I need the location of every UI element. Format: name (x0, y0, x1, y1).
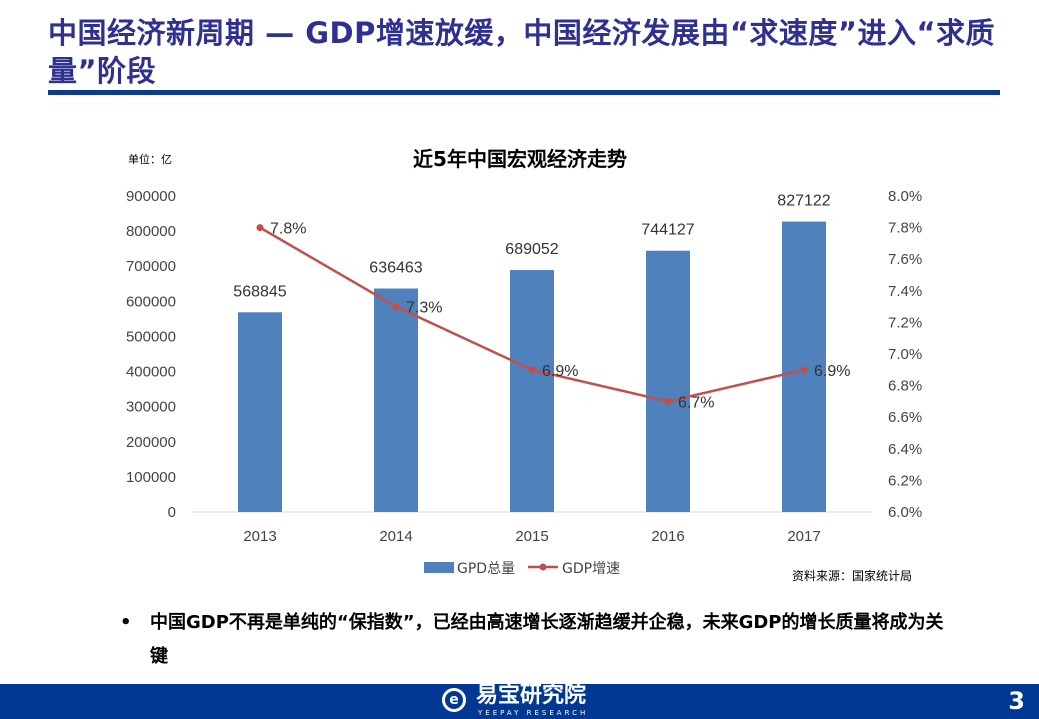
right-tick-label: 7.6% (888, 251, 922, 268)
right-tick-label: 7.8% (888, 220, 922, 237)
line-label: 6.9% (542, 363, 578, 380)
line-point (664, 397, 672, 405)
line-point (800, 366, 808, 374)
left-tick-label: 700000 (126, 258, 176, 275)
left-tick-label: 500000 (126, 328, 176, 345)
x-tick-label: 2014 (379, 528, 412, 545)
page-number: 3 (1008, 687, 1025, 715)
bar-label: 689052 (505, 241, 558, 258)
title-divider (48, 90, 1000, 95)
right-tick-label: 7.4% (888, 283, 922, 300)
left-tick-label: 0 (168, 504, 176, 521)
left-tick-label: 800000 (126, 223, 176, 240)
bar-label: 827122 (777, 193, 830, 210)
bar (238, 312, 282, 512)
x-tick-label: 2013 (243, 528, 276, 545)
bar (646, 250, 690, 512)
bar (374, 288, 418, 512)
logo-subtext: YEEPAY RESEARCH (478, 709, 589, 717)
bar (510, 270, 554, 512)
left-tick-label: 400000 (126, 364, 176, 381)
x-tick-label: 2017 (787, 528, 820, 545)
slide-title: 中国经济新周期 — GDP增速放缓，中国经济发展由“求速度”进入“求质量”阶段 (48, 16, 996, 88)
line-label: 7.8% (270, 221, 306, 238)
left-tick-label: 300000 (126, 399, 176, 416)
unit-label: 单位：亿 (128, 152, 172, 166)
left-tick-label: 200000 (126, 434, 176, 451)
left-tick-label: 900000 (126, 188, 176, 205)
gdp-chart: 近5年中国宏观经济走势 单位：亿 0 100000 200000 300000 400000… (126, 147, 922, 577)
line-label: 6.7% (678, 394, 714, 411)
line-point (528, 366, 536, 374)
bullet-text: 中国GDP不再是单纯的“保指数”，已经由高速增长逐渐趋缓并企稳，未来GDP的增长… (150, 612, 944, 667)
line-label: 6.9% (814, 363, 850, 380)
footer-bar: e 易宝研究院 YEEPAY RESEARCH 3 (0, 684, 1039, 719)
right-tick-label: 6.2% (888, 472, 922, 489)
source-note: 资料来源：国家统计局 (792, 569, 913, 583)
bar-label: 568845 (233, 283, 286, 300)
logo-text: 易宝研究院 (476, 683, 587, 708)
chart-title: 近5年中国宏观经济走势 (413, 147, 627, 171)
bar-label: 744127 (641, 222, 694, 239)
right-tick-label: 6.0% (888, 504, 922, 521)
right-tick-label: 8.0% (888, 188, 922, 205)
left-tick-label: 100000 (126, 469, 176, 486)
legend-bar-label: GPD总量 (457, 561, 515, 577)
x-tick-label: 2016 (651, 528, 684, 545)
x-tick-label: 2015 (515, 528, 548, 545)
left-tick-label: 600000 (126, 293, 176, 310)
bullet-dot: • (120, 612, 132, 633)
right-tick-label: 6.4% (888, 441, 922, 458)
line-point (392, 303, 400, 311)
bar-label: 636463 (369, 260, 422, 277)
line-point (256, 224, 264, 232)
right-tick-label: 6.6% (888, 409, 922, 426)
right-tick-label: 7.0% (888, 346, 922, 363)
right-tick-label: 6.8% (888, 378, 922, 395)
right-tick-label: 7.2% (888, 314, 922, 331)
legend-bar-swatch (424, 562, 454, 573)
logo-e-icon: e (442, 688, 466, 712)
legend-line-marker (539, 563, 547, 571)
line-label: 7.3% (406, 300, 442, 317)
legend-line-label: GDP增速 (562, 561, 620, 577)
